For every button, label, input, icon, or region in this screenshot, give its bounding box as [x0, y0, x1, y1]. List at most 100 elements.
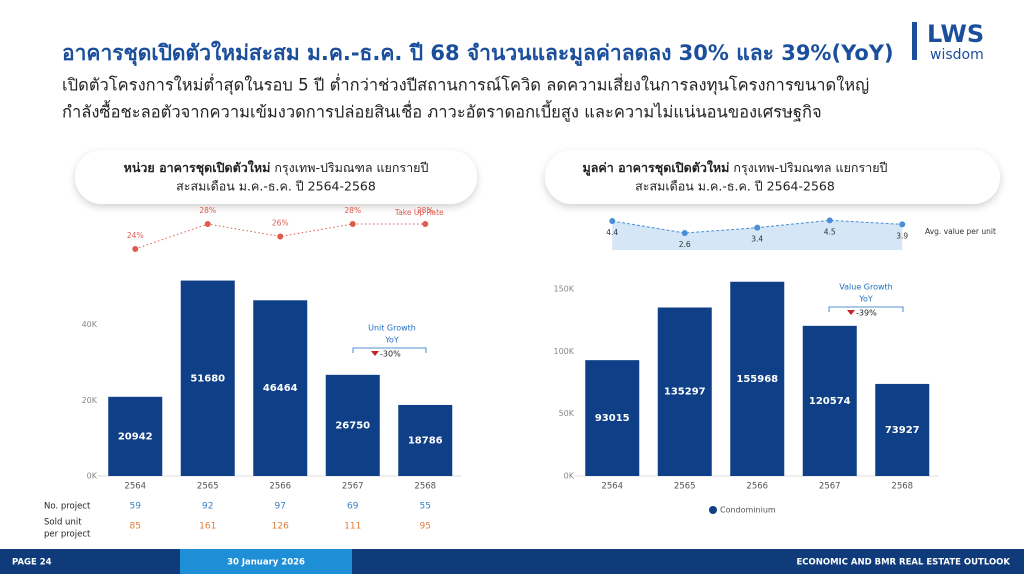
subtitle-line: กำลังซื้อชะลอตัวจากความเข้มงวดการปล่อยสิ…	[62, 100, 822, 123]
table-label: Sold unit	[44, 518, 82, 528]
x-tick-label: 2568	[414, 482, 436, 492]
x-tick-label: 2564	[124, 482, 146, 492]
chart-title-bold: มูลค่า อาคารชุดเปิดตัวใหม่	[583, 160, 730, 176]
footer-page: PAGE 24	[12, 558, 52, 568]
x-tick-label: 2564	[601, 482, 623, 492]
x-tick-label: 2565	[674, 482, 696, 492]
x-tick-label: 2565	[197, 482, 219, 492]
value-label: 46464	[263, 383, 298, 394]
table-value: 85	[130, 522, 141, 532]
y-tick-label: 40K	[82, 320, 98, 329]
value-label: 73927	[885, 425, 920, 436]
line-label: 26%	[272, 219, 289, 228]
annotation: Unit Growth	[368, 324, 416, 333]
legend-label: Condominium	[720, 506, 776, 515]
line-point	[681, 230, 688, 236]
table-value: 111	[344, 522, 361, 532]
table-label: No. project	[44, 502, 91, 512]
chart-subtitle: สะสมเดือน ม.ค.-ธ.ค. ปี 2564-2568	[176, 179, 376, 194]
table-value: 92	[202, 502, 213, 512]
annotation: YoY	[384, 336, 399, 345]
y-tick-label: 20K	[82, 396, 98, 405]
bar	[802, 325, 857, 476]
bar	[108, 396, 163, 476]
footer-date: 30 January 2026	[227, 558, 305, 568]
line-label: 28%	[199, 206, 216, 215]
line-point	[826, 217, 833, 224]
table-value: 126	[272, 522, 289, 532]
x-tick-label: 2568	[891, 482, 913, 492]
table-value: 59	[130, 502, 142, 512]
chart-title: มูลค่า อาคารชุดเปิดตัวใหม่ กรุงเทพ-ปริมณ…	[583, 160, 888, 176]
legend-swatch	[709, 506, 717, 514]
y-tick-label: 100K	[553, 347, 574, 356]
logo-sub: wisdom	[930, 47, 984, 63]
chart-title: หน่วย อาคารชุดเปิดตัวใหม่ กรุงเทพ-ปริมณฑ…	[124, 160, 429, 176]
chart-title-rest: กรุงเทพ-ปริมณฑล แยกรายปี	[729, 160, 887, 176]
value-label: 26750	[335, 420, 370, 431]
y-tick-label: 50K	[559, 409, 575, 418]
value-label: 51680	[190, 373, 225, 384]
line-label: 4.4	[606, 228, 618, 237]
annotation-bracket	[352, 347, 427, 353]
chart-title-box	[75, 150, 477, 204]
line-point	[132, 246, 139, 252]
bar	[657, 307, 712, 476]
logo-bar	[912, 22, 917, 60]
bar	[585, 360, 640, 476]
subtitle-line: เปิดตัวโครงการใหม่ต่ำสุดในรอบ 5 ปี ต่ำกว…	[62, 74, 869, 96]
value-label: 18786	[408, 435, 443, 446]
y-tick-label: 0K	[564, 472, 575, 481]
line-point	[349, 221, 356, 227]
annotation-change: -30%	[380, 350, 401, 359]
annotation-bracket	[828, 306, 904, 312]
line-point	[422, 221, 429, 227]
y-tick-label: 150K	[553, 285, 574, 294]
table-value: 69	[347, 502, 359, 512]
annotation-arrow	[371, 351, 379, 356]
line-point	[899, 221, 906, 228]
line-label: 3.9	[896, 231, 908, 240]
logo-brand: LWS	[927, 20, 984, 48]
line-label: 2.6	[679, 240, 691, 249]
line-label: 3.4	[751, 235, 763, 244]
footer-section: ECONOMIC AND BMR REAL ESTATE OUTLOOK	[796, 558, 1010, 568]
table-value: 161	[199, 522, 216, 532]
x-tick-label: 2566	[269, 482, 291, 492]
line-point	[204, 221, 211, 227]
chart-subtitle: สะสมเดือน ม.ค.-ธ.ค. ปี 2564-2568	[635, 179, 835, 194]
line-point	[754, 224, 761, 231]
x-tick-label: 2567	[342, 482, 364, 492]
bar	[253, 300, 308, 476]
annotation: Value Growth	[839, 283, 892, 292]
footer-bar	[0, 549, 180, 574]
table-value: 95	[420, 522, 431, 532]
bar	[730, 281, 785, 476]
chart-title-box	[545, 150, 1000, 204]
table-value: 97	[275, 502, 286, 512]
line-point	[277, 233, 284, 240]
chart-title-rest: กรุงเทพ-ปริมณฑล แยกรายปี	[270, 160, 428, 176]
line-point	[609, 218, 616, 224]
value-label: 155968	[736, 374, 778, 385]
table-label: per project	[44, 530, 91, 540]
bar	[325, 374, 380, 476]
bar	[875, 383, 930, 476]
annotation-arrow	[847, 310, 855, 315]
line-label: 28%	[344, 206, 361, 215]
bar	[180, 280, 235, 476]
footer-bar	[180, 549, 352, 574]
value-label: 120574	[809, 396, 851, 407]
line-label: 28%	[417, 206, 434, 215]
line-area	[612, 220, 903, 250]
footer-bar	[352, 549, 1024, 574]
page-title: อาคารชุดเปิดตัวใหม่สะสม ม.ค.-ธ.ค. ปี 68 …	[62, 40, 894, 67]
line-label: 4.5	[824, 227, 836, 236]
annotation: YoY	[858, 295, 873, 304]
value-label: 20942	[118, 431, 153, 442]
x-tick-label: 2567	[819, 482, 841, 492]
x-tick-label: 2566	[746, 482, 768, 492]
bar	[398, 404, 453, 476]
